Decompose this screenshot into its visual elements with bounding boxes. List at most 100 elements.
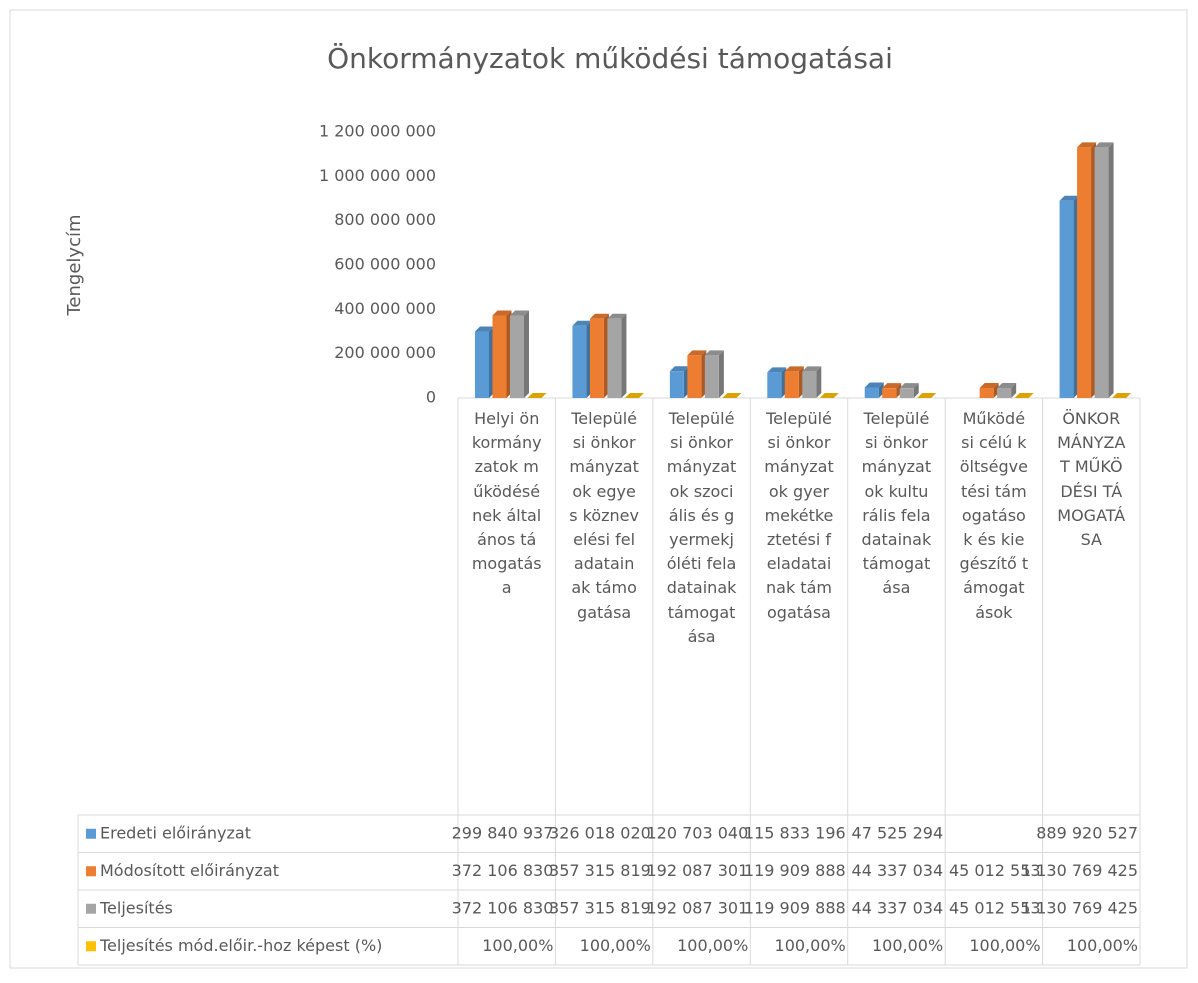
y-tick-label: 200 000 000 [334, 343, 436, 362]
table-value: 115 833 196 [744, 823, 846, 842]
table-value: 372 106 830 [452, 898, 554, 917]
x-tick-label: Települési önkormányzatok szociális és g… [667, 407, 737, 807]
x-tick-label: Települési önkormányzatok gyermekétkezte… [764, 407, 834, 807]
bar-group [1060, 196, 1079, 398]
bar-side [719, 350, 724, 398]
table-value: 120 703 040 [646, 823, 748, 842]
table-value: 47 525 294 [852, 823, 944, 842]
bar-group [705, 350, 724, 398]
x-tick-label: Települési önkormányzatok kulturális fel… [861, 407, 931, 807]
bar-group [980, 383, 999, 398]
table-value: 889 920 527 [1036, 823, 1138, 842]
bar-group [1077, 142, 1096, 398]
bar [802, 371, 816, 398]
bar [980, 388, 994, 398]
bar-side [1109, 142, 1114, 398]
legend-key [86, 941, 96, 951]
x-tick-label-box: ÖNKORMÁNYZAT MŰKÖDÉSI TÁMOGATÁSA [1043, 407, 1140, 812]
bar-group [865, 382, 884, 398]
bar [687, 355, 701, 398]
bar [510, 316, 524, 398]
y-axis-title: Tengelycím [64, 214, 85, 316]
y-tick-label: 400 000 000 [334, 299, 436, 318]
table-value: 100,00% [677, 936, 748, 955]
bar [670, 371, 684, 398]
table-value: 299 840 937 [452, 823, 554, 842]
bar-group [493, 311, 512, 398]
bar [590, 319, 604, 398]
bar-group [572, 321, 591, 398]
bar-group [1095, 142, 1114, 398]
bar-side [524, 311, 529, 398]
bar [493, 316, 507, 398]
legend-label: Teljesítés [99, 898, 173, 917]
table-value: 44 337 034 [852, 898, 944, 917]
bar [572, 326, 586, 398]
legend-key [86, 866, 96, 876]
table-value: 1 130 769 425 [1021, 898, 1138, 917]
table-value: 326 018 020 [549, 823, 651, 842]
chart-title: Önkormányzatok működési támogatásai [327, 41, 893, 75]
table-value: 100,00% [872, 936, 943, 955]
x-tick-label-box: Működési célú költségvetési támogatások … [945, 407, 1042, 812]
legend-key [86, 904, 96, 914]
bar-group [475, 327, 494, 398]
table-value: 192 087 301 [646, 861, 748, 880]
bar [475, 332, 489, 398]
legend-key [86, 829, 96, 839]
bar [865, 387, 879, 398]
table-value: 100,00% [775, 936, 846, 955]
legend-label: Teljesítés mód.előir.-hoz képest (%) [99, 936, 382, 955]
x-tick-label-box: Települési önkormányzatok gyermekétkezte… [750, 407, 847, 812]
table-value: 1 130 769 425 [1021, 861, 1138, 880]
y-tick-label: 1 000 000 000 [319, 166, 436, 185]
table-value: 100,00% [969, 936, 1040, 955]
table-value: 192 087 301 [646, 898, 748, 917]
table-value: 372 106 830 [452, 861, 554, 880]
bar-group [607, 314, 626, 398]
y-tick-label: 800 000 000 [334, 210, 436, 229]
table-value: 44 337 034 [852, 861, 944, 880]
table-value: 119 909 888 [744, 898, 846, 917]
legend-label: Eredeti előirányzat [100, 823, 251, 842]
table-value: 100,00% [580, 936, 651, 955]
bar-group [900, 383, 919, 398]
bar [785, 371, 799, 398]
x-tick-label-box: Települési önkormányzatok egyes köznevel… [555, 407, 652, 812]
bar-group [670, 366, 689, 398]
bar [882, 388, 896, 398]
bar [1060, 201, 1074, 398]
table-value: 100,00% [1067, 936, 1138, 955]
bar-group [785, 366, 804, 398]
y-tick-label: 0 [426, 388, 436, 407]
x-tick-label-box: Helyi önkormányzatok működésének általán… [458, 407, 555, 812]
bar [900, 388, 914, 398]
bar-side [621, 314, 626, 398]
legend-label: Módosított előirányzat [100, 861, 279, 880]
x-tick-label: Működési célú költségvetési támogatások … [959, 407, 1029, 807]
x-tick-label: Települési önkormányzatok egyes köznevel… [569, 407, 639, 807]
table-value: 119 909 888 [744, 861, 846, 880]
bar-group [687, 350, 706, 398]
x-tick-label: Helyi önkormányzatok működésének általán… [472, 407, 542, 807]
table-value: 357 315 819 [549, 898, 651, 917]
bar-group [882, 383, 901, 398]
x-tick-label-box: Települési önkormányzatok kulturális fel… [848, 407, 945, 812]
table-value: 357 315 819 [549, 861, 651, 880]
y-tick-label: 1 200 000 000 [319, 122, 436, 141]
y-tick-label: 600 000 000 [334, 255, 436, 274]
bar [767, 372, 781, 398]
bar-group [997, 383, 1016, 398]
bar [705, 355, 719, 398]
bar-side [816, 366, 821, 398]
bar [1077, 147, 1091, 398]
table-value: 100,00% [482, 936, 553, 955]
bar [1095, 147, 1109, 398]
bar-group [510, 311, 529, 398]
bar [997, 388, 1011, 398]
bar-group [767, 367, 786, 398]
bar [607, 319, 621, 398]
x-tick-label: ÖNKORMÁNYZAT MŰKÖDÉSI TÁMOGATÁSA [1056, 407, 1126, 807]
x-tick-label-box: Települési önkormányzatok szociális és g… [653, 407, 750, 812]
